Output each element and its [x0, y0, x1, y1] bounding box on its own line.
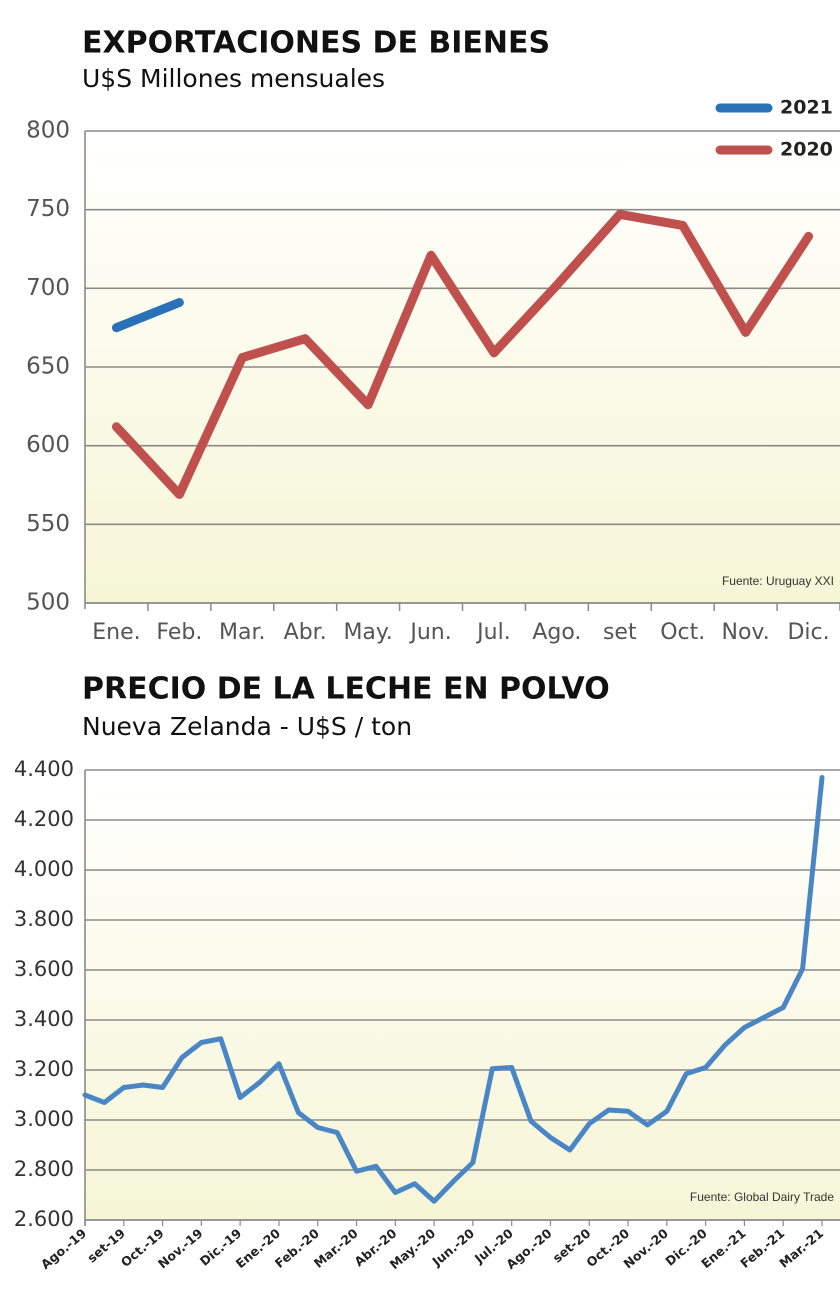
plot-background — [85, 770, 840, 1220]
y-tick-label: 4.400 — [14, 757, 74, 781]
chart-title: EXPORTACIONES DE BIENES — [82, 26, 550, 61]
y-tick-label: 3.800 — [14, 907, 74, 931]
series-line — [111, 209, 814, 499]
source-note: Fuente: Uruguay XXI — [722, 574, 834, 588]
y-tick-label: 500 — [26, 590, 70, 616]
y-tick-label: 2.800 — [14, 1157, 74, 1181]
y-tick-label: 3.400 — [14, 1007, 74, 1031]
x-tick-label: Dic. — [787, 620, 829, 645]
source-note: Fuente: Global Dairy Trade — [690, 1190, 834, 1204]
y-tick-label: 2.600 — [14, 1207, 74, 1231]
x-tick-label: May. — [343, 620, 392, 645]
x-tick-label: Ene. — [92, 620, 140, 645]
y-tick-label: 4.000 — [14, 857, 74, 881]
x-tick-label: Abr. — [284, 620, 327, 645]
x-tick-label: Jun. — [408, 620, 451, 645]
x-tick-label: Mar.-21 — [776, 1225, 826, 1270]
legend-label: 2020 — [780, 139, 833, 161]
y-tick-label: 4.200 — [14, 807, 74, 831]
y-tick-label: 3.200 — [14, 1057, 74, 1081]
legend-label: 2021 — [780, 97, 833, 119]
chart-subtitle: Nueva Zelanda - U$S / ton — [82, 712, 412, 741]
chart-title: PRECIO DE LA LECHE EN POLVO — [82, 672, 610, 707]
y-tick-label: 3.000 — [14, 1107, 74, 1131]
x-tick-label: Feb. — [156, 620, 202, 645]
chart-subtitle: U$S Millones mensuales — [82, 64, 385, 93]
x-tick-label: Ago. — [532, 620, 581, 645]
x-tick-label: Mar.-20 — [311, 1225, 361, 1270]
y-tick-label: 750 — [26, 196, 70, 222]
series-line — [111, 297, 184, 333]
y-tick-label: 650 — [26, 354, 70, 380]
x-tick-label: Jun.-20 — [429, 1225, 478, 1269]
y-tick-label: 550 — [26, 511, 70, 537]
y-tick-label: 3.600 — [14, 957, 74, 981]
x-tick-label: Oct. — [660, 620, 705, 645]
y-tick-label: 600 — [26, 432, 70, 458]
x-tick-label: Nov. — [722, 620, 770, 645]
x-tick-label: Mar. — [219, 620, 265, 645]
y-tick-label: 700 — [26, 275, 70, 301]
series-line — [82, 775, 825, 1204]
x-tick-label: Jul. — [475, 620, 511, 645]
x-tick-label: Ago.-19 — [38, 1225, 89, 1272]
x-tick-label: set — [603, 620, 637, 645]
y-tick-label: 800 — [26, 118, 70, 144]
